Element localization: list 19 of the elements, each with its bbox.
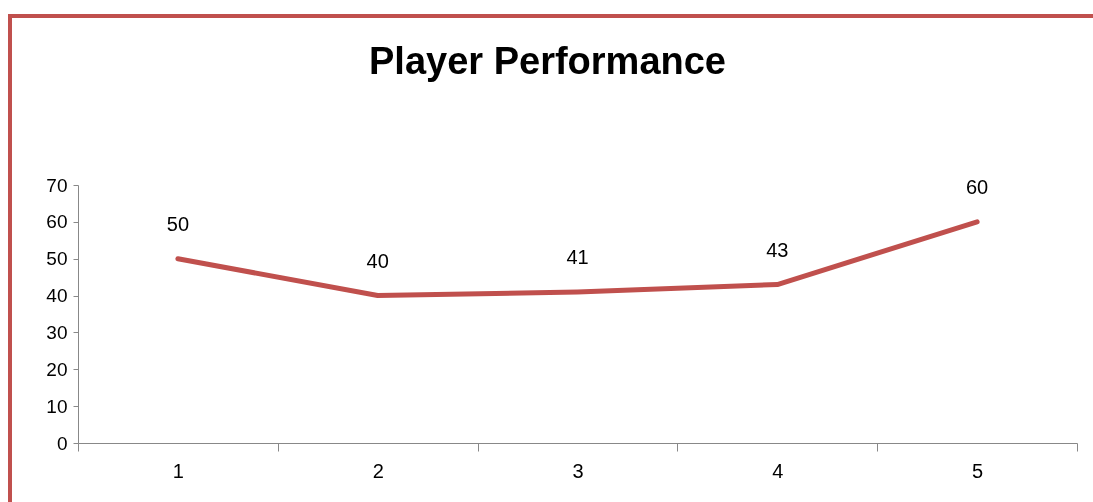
y-tick-label: 70 bbox=[46, 174, 68, 196]
x-tick-label: 2 bbox=[372, 459, 384, 482]
x-tick-label: 3 bbox=[572, 459, 584, 482]
x-tick-label: 1 bbox=[172, 459, 184, 482]
data-label: 40 bbox=[366, 249, 389, 272]
data-label: 43 bbox=[766, 238, 789, 261]
y-tick-label: 10 bbox=[46, 395, 68, 417]
y-tick-label: 40 bbox=[46, 285, 68, 307]
y-tick-label: 0 bbox=[56, 432, 68, 454]
y-tick-label: 50 bbox=[46, 248, 68, 270]
data-label: 60 bbox=[965, 175, 989, 198]
x-tick-label: 4 bbox=[772, 459, 784, 482]
chart-title: Player Performance bbox=[369, 40, 726, 82]
data-label: 41 bbox=[566, 245, 589, 268]
y-tick-label: 60 bbox=[46, 211, 68, 233]
y-tick-label: 20 bbox=[46, 358, 68, 380]
data-label: 50 bbox=[166, 212, 190, 235]
x-tick-label: 5 bbox=[972, 459, 984, 482]
y-tick-label: 30 bbox=[46, 321, 68, 343]
